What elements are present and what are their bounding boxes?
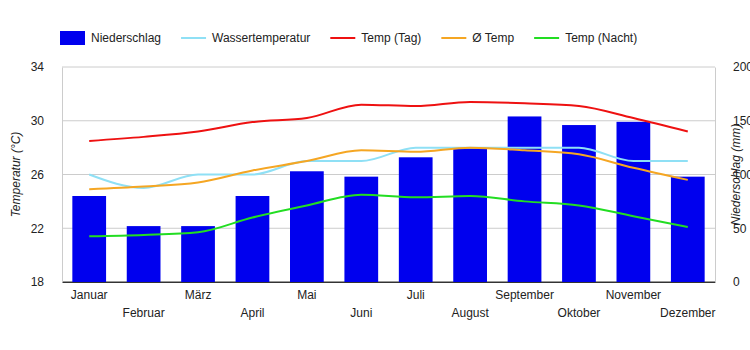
y-tick: 18: [31, 275, 62, 289]
y2-tick: 200: [715, 60, 750, 74]
y2-tick-label: 200: [733, 60, 750, 74]
y-tick-label: 18: [31, 275, 45, 289]
legend-item: Wassertemperatur: [181, 31, 310, 45]
x-tick: November: [606, 282, 661, 302]
y2-axis: 050100150200: [715, 60, 750, 289]
y2-axis-title: Niederschlag (mm): [729, 124, 743, 225]
x-tick: September: [495, 282, 554, 302]
plot-area: Januar Februar März April Mai Juni Juli August S…: [31, 60, 750, 319]
chart: Januar Februar März April Mai Juni Juli August S…: [0, 0, 750, 350]
bar: [344, 177, 378, 282]
data-layer: [72, 102, 704, 282]
x-tick: Februar: [123, 282, 165, 320]
y-axis-title: Temperatur (°C): [9, 132, 23, 218]
x-tick-label: Januar: [71, 288, 108, 302]
y-tick: 22: [31, 222, 62, 236]
grid: [62, 67, 715, 282]
grid-line: [62, 120, 715, 121]
legend-swatch: [441, 37, 466, 39]
legend: Niederschlag Wassertemperatur Temp (Tag) Ø …: [60, 31, 637, 45]
bar: [671, 177, 705, 282]
y-tick: 26: [31, 168, 62, 182]
legend-swatch: [181, 37, 206, 39]
bar: [399, 157, 433, 282]
x-tick-label: Oktober: [558, 306, 601, 320]
x-axis: Januar Februar März April Mai Juni Juli August S…: [63, 282, 716, 320]
x-tick: März: [185, 282, 212, 302]
x-tick-label: April: [240, 306, 264, 320]
legend-label: Wassertemperatur: [212, 31, 310, 45]
x-tick-label: November: [606, 288, 661, 302]
x-axis-line: [63, 282, 716, 283]
legend-label: Niederschlag: [91, 31, 161, 45]
line: [89, 102, 688, 141]
legend-swatch: [330, 37, 355, 39]
bar: [72, 196, 106, 282]
y-tick: 30: [31, 114, 62, 128]
line: [89, 195, 688, 237]
x-tick-label: September: [495, 288, 554, 302]
legend-item: Niederschlag: [60, 31, 161, 45]
y-tick: 34: [31, 60, 62, 74]
x-tick-label: Dezember: [660, 306, 715, 320]
legend-label: Ø Temp: [472, 31, 514, 45]
x-tick-label: März: [185, 288, 212, 302]
x-tick-label: August: [451, 306, 489, 320]
bar-series: [72, 116, 704, 282]
legend-item: Temp (Nacht): [534, 31, 637, 45]
line: [89, 148, 688, 190]
x-tick: Mai: [297, 282, 316, 302]
grid-line: [62, 67, 715, 68]
legend-swatch: [60, 31, 85, 45]
x-tick: Januar: [71, 282, 108, 302]
x-tick-label: Juli: [407, 288, 425, 302]
y-tick-label: 26: [31, 168, 45, 182]
line: [89, 148, 688, 188]
y2-tick: 0: [715, 275, 740, 289]
bar: [617, 122, 651, 282]
x-tick: August: [451, 282, 489, 320]
legend-item: Temp (Tag): [330, 31, 421, 45]
bar: [453, 148, 487, 282]
y-tick-label: 34: [31, 60, 45, 74]
y-axis: 18 22 26 30 34: [31, 60, 63, 289]
x-tick: April: [240, 282, 264, 320]
legend-swatch: [534, 37, 559, 39]
x-tick-label: Mai: [297, 288, 316, 302]
y2-axis-line: [715, 68, 716, 283]
y-tick-label: 30: [31, 114, 45, 128]
legend-label: Temp (Tag): [361, 31, 421, 45]
x-tick-label: Juni: [350, 306, 372, 320]
x-tick-label: Februar: [123, 306, 165, 320]
legend-item: Ø Temp: [441, 31, 514, 45]
x-tick: Oktober: [558, 282, 601, 320]
y2-tick-label: 0: [733, 275, 740, 289]
legend-label: Temp (Nacht): [565, 31, 637, 45]
bar: [181, 226, 215, 282]
y-tick-label: 22: [31, 222, 45, 236]
x-tick: Juli: [407, 282, 425, 302]
y-axis-line: [62, 68, 63, 283]
x-tick: Juni: [350, 282, 372, 320]
bar: [236, 196, 270, 282]
bar: [290, 171, 324, 282]
x-tick: Dezember: [660, 282, 715, 320]
